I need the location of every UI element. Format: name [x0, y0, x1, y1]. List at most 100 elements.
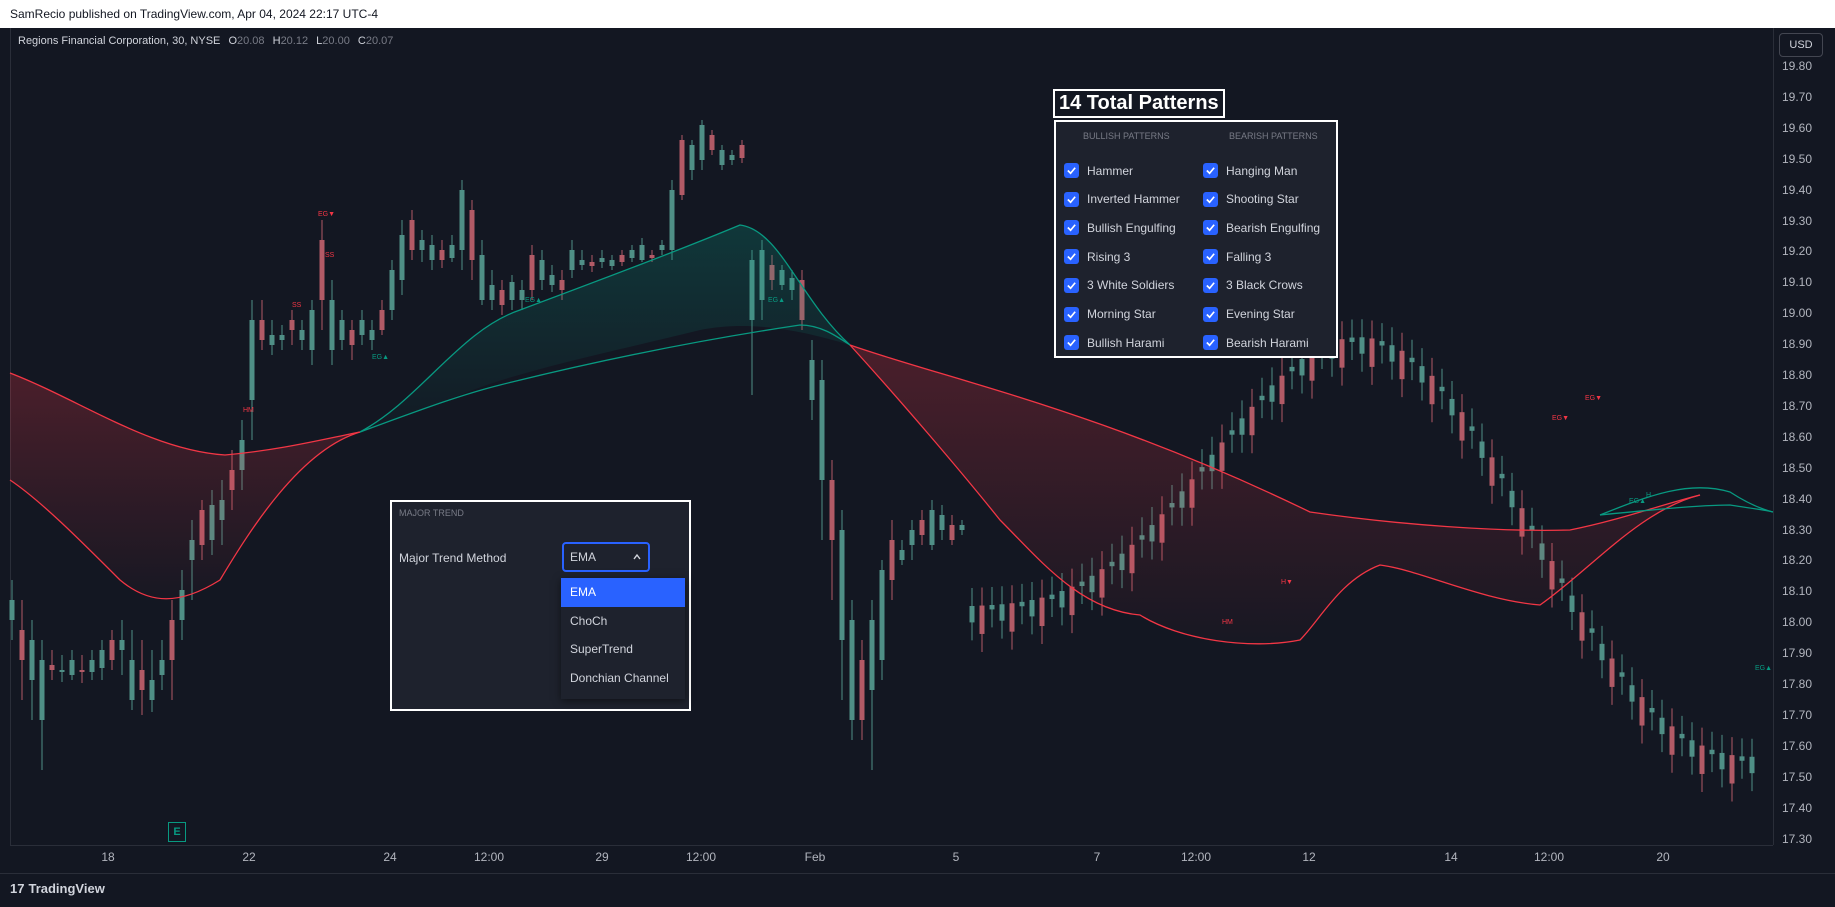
- time-label: 22: [242, 850, 256, 864]
- candle-body: [559, 280, 565, 290]
- pattern-marker: EG▲: [768, 297, 785, 304]
- price-label: 19.80: [1782, 59, 1813, 73]
- checkbox-checked-icon[interactable]: [1064, 191, 1079, 207]
- open-label: O: [228, 35, 238, 47]
- pattern-checkbox-row[interactable]: Hammer: [1064, 163, 1133, 178]
- checkbox-checked-icon[interactable]: [1203, 249, 1218, 265]
- candle-body: [719, 150, 725, 165]
- pattern-label: 3 Black Crows: [1226, 278, 1303, 293]
- pattern-checkbox-row[interactable]: Bearish Engulfing: [1203, 220, 1321, 236]
- price-label: 17.50: [1782, 769, 1813, 784]
- candle-body: [819, 380, 825, 480]
- candle-body: [1499, 473, 1505, 479]
- candle-body: [419, 240, 425, 250]
- candle-body: [1409, 357, 1415, 363]
- pattern-checkbox-row[interactable]: Shooting Star: [1203, 191, 1299, 207]
- checkbox-checked-icon[interactable]: [1203, 306, 1218, 322]
- candle-body: [429, 245, 435, 260]
- pattern-checkbox-row[interactable]: Inverted Hammer: [1064, 191, 1180, 207]
- pattern-marker: EG▲: [525, 297, 542, 304]
- pattern-checkbox-row[interactable]: Evening Star: [1203, 306, 1295, 322]
- candle-body: [409, 220, 415, 250]
- candle-body: [939, 515, 945, 530]
- candle-body: [669, 190, 675, 250]
- pattern-checkbox-row[interactable]: Morning Star: [1064, 306, 1156, 322]
- earnings-badge[interactable]: E: [168, 822, 186, 842]
- candle-body: [1729, 755, 1735, 784]
- pattern-checkbox-row[interactable]: Bullish Engulfing: [1064, 220, 1176, 236]
- option-supertrend[interactable]: SuperTrend: [570, 642, 633, 656]
- time-label: 12:00: [685, 850, 717, 864]
- checkbox-checked-icon[interactable]: [1203, 191, 1218, 207]
- chart-area[interactable]: [10, 28, 1773, 845]
- pattern-checkbox-row[interactable]: Hanging Man: [1203, 163, 1297, 178]
- option-choch[interactable]: ChoCh: [570, 613, 608, 628]
- symbol-legend[interactable]: Regions Financial Corporation, 30, NYSE …: [18, 35, 393, 47]
- candle-body: [809, 360, 815, 400]
- fast-ema-bull: [359, 224, 851, 433]
- pattern-checkbox-row[interactable]: 3 White Soldiers: [1064, 277, 1174, 293]
- brand-name: TradingView: [28, 881, 105, 896]
- pattern-checkbox-row[interactable]: Bearish Harami: [1203, 335, 1309, 351]
- checkbox-checked-icon[interactable]: [1064, 306, 1079, 322]
- candle-body: [599, 258, 605, 262]
- pattern-checkbox-row[interactable]: Rising 3: [1064, 249, 1131, 265]
- trend-method-dropdown: EMA ChoCh SuperTrend Donchian Channel: [561, 578, 685, 699]
- checkbox-checked-icon[interactable]: [1203, 277, 1218, 293]
- pattern-checkbox-row[interactable]: Bullish Harami: [1064, 335, 1165, 351]
- pattern-checkbox-row[interactable]: 3 Black Crows: [1203, 277, 1303, 293]
- candle-body: [59, 670, 65, 672]
- tradingview-brand[interactable]: 17 TradingView: [10, 881, 105, 896]
- pattern-label: Bullish Harami: [1087, 335, 1165, 350]
- checkbox-checked-icon[interactable]: [1064, 220, 1079, 236]
- major-trend-header: MAJOR TREND: [399, 508, 464, 518]
- candle-body: [949, 525, 955, 540]
- checkbox-checked-icon[interactable]: [1064, 249, 1079, 265]
- slow-ema-bear-2: [849, 344, 1701, 531]
- candle-body: [909, 530, 915, 545]
- candle-body: [339, 320, 345, 340]
- option-donchian-channel[interactable]: Donchian Channel: [570, 670, 669, 685]
- pattern-label: Bearish Harami: [1226, 335, 1309, 350]
- checkbox-checked-icon[interactable]: [1203, 335, 1218, 351]
- pattern-label: Evening Star: [1226, 307, 1295, 321]
- checkbox-checked-icon[interactable]: [1203, 220, 1218, 236]
- option-ema[interactable]: EMA: [561, 578, 685, 607]
- candle-body: [1449, 398, 1455, 416]
- checkbox-checked-icon[interactable]: [1064, 163, 1079, 178]
- candle-body: [859, 660, 865, 720]
- selected-value: EMA: [570, 550, 597, 564]
- major-trend-method-label: Major Trend Method: [399, 551, 507, 565]
- candle-body: [39, 660, 45, 720]
- candle-body: [889, 540, 895, 580]
- checkbox-checked-icon[interactable]: [1064, 335, 1079, 351]
- currency-button[interactable]: USD: [1779, 33, 1823, 57]
- candle-body: [79, 670, 85, 672]
- checkbox-checked-icon[interactable]: [1064, 277, 1079, 293]
- pattern-label: Rising 3: [1087, 249, 1131, 264]
- high-label: H: [272, 35, 281, 47]
- candle-body: [589, 262, 595, 266]
- checkbox-checked-icon[interactable]: [1203, 163, 1218, 178]
- candle-body: [699, 125, 705, 160]
- candle-body: [829, 480, 835, 540]
- candle-body: [989, 605, 995, 610]
- candle-body: [1009, 603, 1015, 632]
- candle-body: [1019, 601, 1025, 607]
- price-axis[interactable]: [1773, 28, 1835, 845]
- candle-body: [1359, 337, 1365, 354]
- candle-body: [1029, 600, 1035, 617]
- candle-body: [1489, 457, 1495, 486]
- pattern-label: Bearish Engulfing: [1226, 220, 1321, 235]
- pattern-marker: SS: [325, 252, 335, 259]
- slow-ema-bear-1: [9, 372, 361, 456]
- candle-body: [529, 255, 535, 290]
- time-axis[interactable]: [10, 845, 1773, 873]
- major-trend-select[interactable]: EMA: [562, 542, 650, 572]
- candle-body: [269, 335, 275, 345]
- candle-body: [1699, 745, 1705, 774]
- fast-ema-bear-2: [849, 344, 1701, 645]
- candle-body: [149, 680, 155, 700]
- pattern-checkbox-row[interactable]: Falling 3: [1203, 249, 1271, 265]
